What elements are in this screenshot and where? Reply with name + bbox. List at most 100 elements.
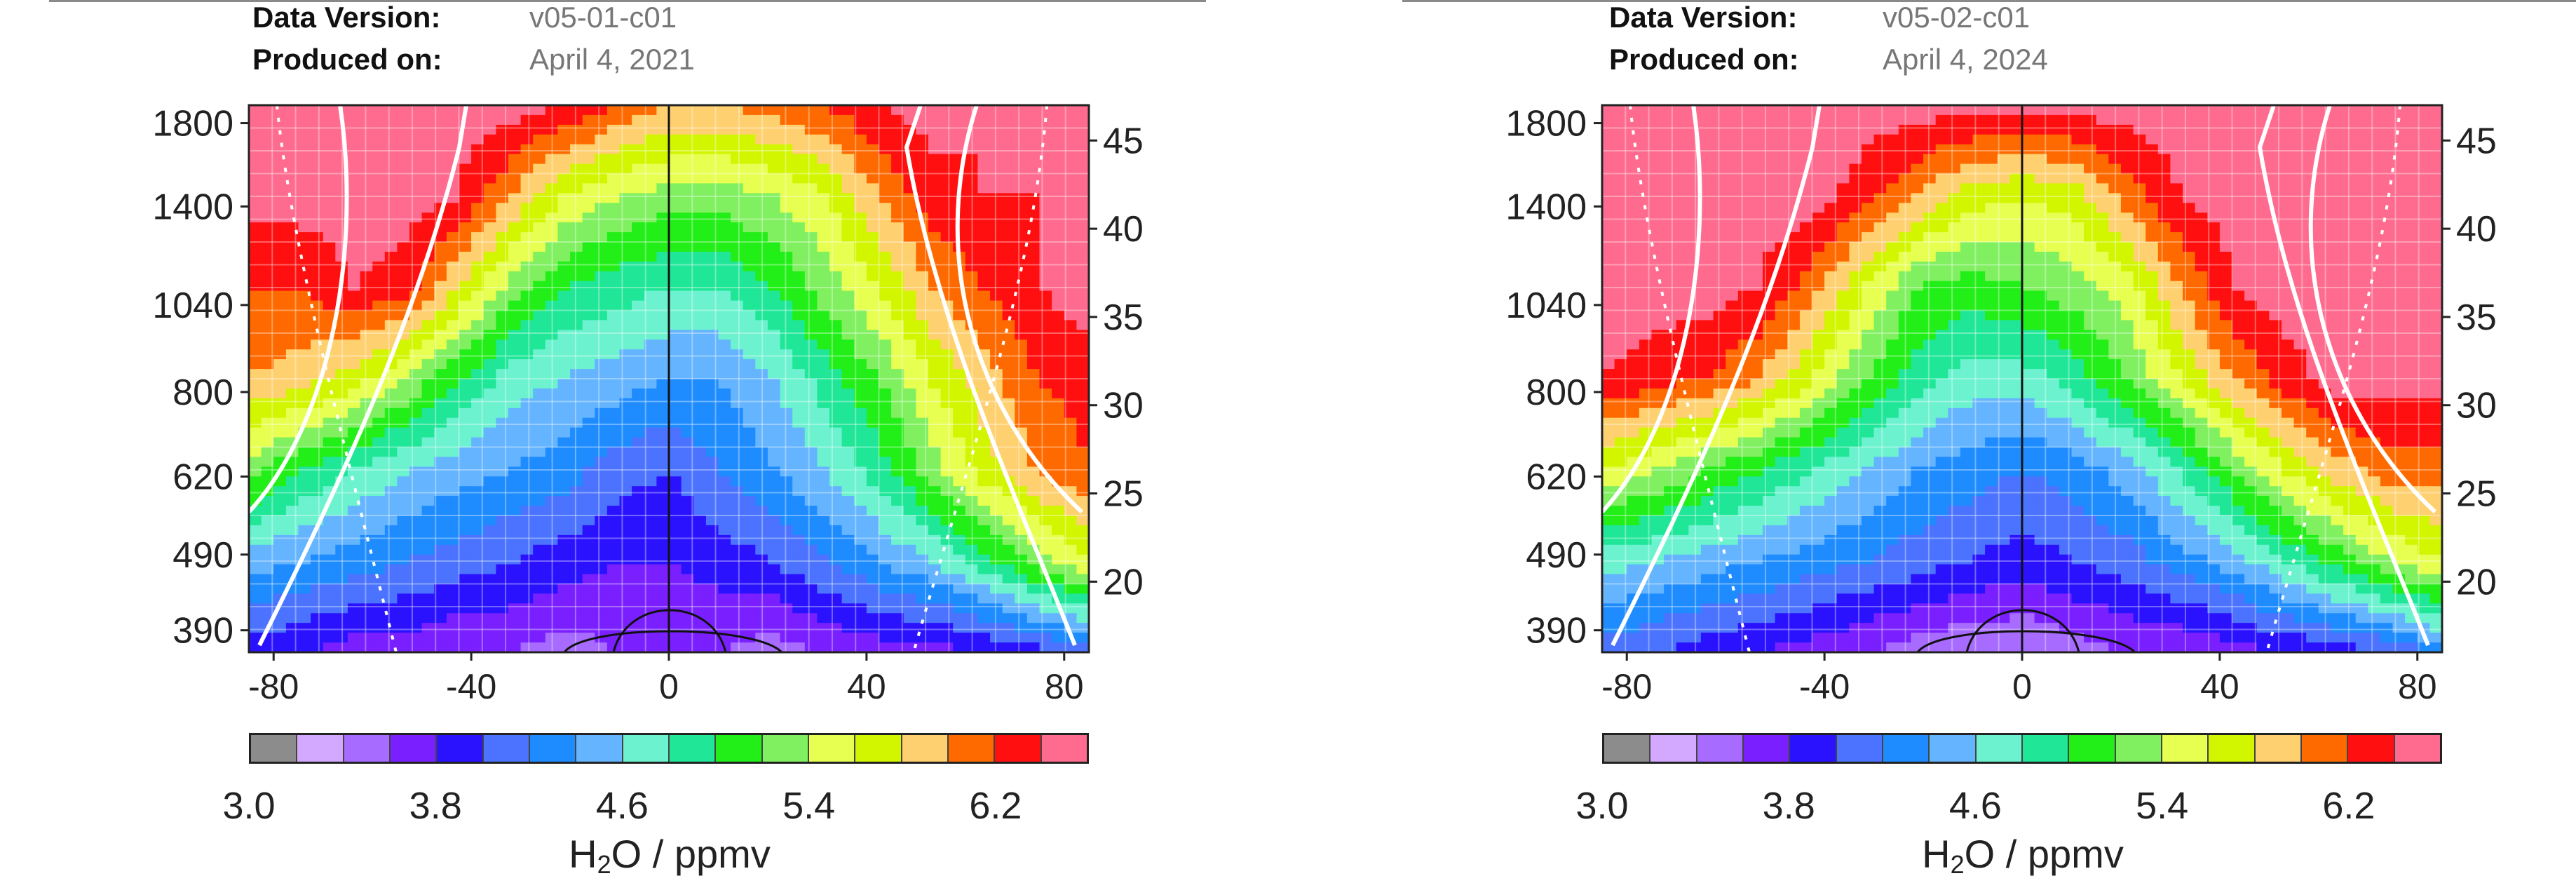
heatmap-cell: [545, 506, 559, 516]
heatmap-cell: [520, 593, 534, 605]
heatmap-cell: [1726, 124, 1739, 135]
heatmap-cell: [940, 603, 954, 614]
heatmap-cell: [1787, 173, 1801, 184]
heatmap-cell: [2183, 242, 2196, 252]
heatmap-cell: [595, 379, 608, 389]
heatmap-cell: [1700, 134, 1714, 145]
heatmap-cell: [767, 359, 781, 370]
heatmap-cell: [483, 544, 497, 555]
heatmap-cell: [570, 564, 583, 575]
heatmap-cell: [718, 261, 731, 272]
heatmap-cell: [2392, 124, 2406, 135]
heatmap-cell: [1700, 163, 1714, 175]
heatmap-cell: [854, 114, 867, 126]
heatmap-cell: [817, 476, 830, 487]
heatmap-cell: [1639, 163, 1653, 175]
heatmap-cell: [718, 339, 731, 350]
heatmap-cell: [397, 525, 410, 536]
heatmap-cell: [953, 427, 966, 438]
heatmap-cell: [940, 398, 954, 409]
heatmap-cell: [632, 222, 645, 233]
heatmap-cell: [990, 300, 1003, 311]
heatmap-cell: [656, 574, 670, 585]
heatmap-cell: [817, 242, 830, 252]
heatmap-cell: [916, 349, 929, 360]
heatmap-cell: [298, 388, 311, 399]
heatmap-cell: [829, 114, 843, 126]
heatmap-cell: [829, 251, 843, 262]
heatmap-cell: [1873, 222, 1887, 233]
heatmap-cell: [693, 623, 707, 633]
heatmap-cell: [273, 447, 287, 458]
heatmap-cell: [372, 613, 386, 623]
heatmap-cell: [1824, 232, 1838, 243]
heatmap-cell: [311, 544, 324, 555]
heatmap-cell: [817, 534, 830, 546]
heatmap-cell: [347, 310, 361, 321]
heatmap-cell: [1898, 114, 1912, 126]
heatmap-cell: [1015, 574, 1028, 585]
heatmap-cell: [1713, 124, 1726, 135]
heatmap-cell: [496, 525, 509, 536]
heatmap-cell: [1039, 633, 1052, 643]
heatmap-cell: [792, 232, 806, 243]
heatmap-cell: [372, 633, 386, 643]
heatmap-cell: [2195, 114, 2208, 126]
heatmap-cell: [903, 339, 917, 350]
heatmap-cell: [804, 544, 818, 555]
heatmap-cell: [1015, 534, 1028, 546]
heatmap-cell: [459, 642, 472, 652]
heatmap-cell: [397, 339, 410, 350]
heatmap-cell: [595, 290, 608, 302]
heatmap-cell: [520, 271, 534, 282]
heatmap-cell: [891, 398, 904, 409]
heatmap-cell: [718, 613, 731, 623]
heatmap-cell: [767, 330, 781, 341]
heatmap-cell: [409, 379, 423, 389]
heatmap-cell: [2343, 213, 2357, 223]
heatmap-cell: [755, 134, 768, 145]
heatmap-cell: [693, 574, 707, 585]
heatmap-cell: [496, 114, 509, 126]
heatmap-cell: [2157, 232, 2171, 243]
heatmap-cell: [2417, 173, 2431, 184]
heatmap-cell: [718, 544, 731, 555]
heatmap-cell: [965, 486, 979, 497]
heatmap-cell: [780, 476, 793, 487]
heatmap-cell: [285, 633, 299, 643]
heatmap-cell: [1639, 183, 1653, 194]
heatmap-cell: [496, 271, 509, 282]
heatmap-cell: [767, 417, 781, 429]
heatmap-cell: [854, 554, 867, 565]
heatmap-cell: [459, 447, 472, 458]
heatmap-cell: [1886, 222, 1899, 233]
heatmap-cell: [2022, 242, 2035, 252]
heatmap-cell: [261, 379, 274, 389]
heatmap-cell: [2120, 222, 2134, 233]
heatmap-cell: [2145, 105, 2159, 116]
heatmap-cell: [1002, 379, 1016, 389]
heatmap-cell: [718, 213, 731, 223]
heatmap-cell: [1824, 124, 1838, 135]
heatmap-cell: [1700, 242, 1714, 252]
heatmap-cell: [496, 349, 509, 360]
heatmap-cell: [323, 369, 337, 379]
heatmap-cell: [891, 349, 904, 360]
heatmap-cell: [916, 584, 929, 595]
heatmap-cell: [669, 183, 682, 194]
heatmap-cell: [2331, 124, 2344, 135]
heatmap-cell: [644, 466, 658, 478]
heatmap-cell: [347, 173, 361, 184]
heatmap-cell: [731, 574, 744, 585]
heatmap-cell: [804, 388, 818, 399]
heatmap-cell: [656, 261, 670, 272]
heatmap-cell: [2034, 183, 2047, 194]
heatmap-cell: [903, 310, 917, 321]
heatmap-cell: [384, 623, 398, 633]
heatmap-cell: [2318, 183, 2332, 194]
heatmap-cell: [1985, 144, 1998, 155]
heatmap-cell: [916, 466, 929, 478]
heatmap-cell: [891, 124, 904, 135]
heatmap-cell: [1898, 173, 1912, 184]
heatmap-cell: [780, 105, 793, 116]
